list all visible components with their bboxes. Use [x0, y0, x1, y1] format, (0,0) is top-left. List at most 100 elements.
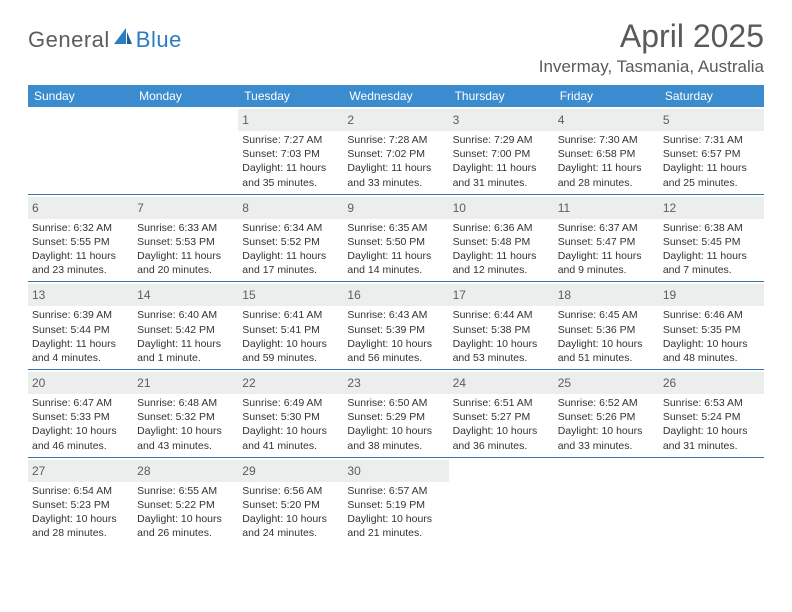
daylight-line: Daylight: 10 hours and 46 minutes.	[32, 424, 129, 452]
day-number-bar: 5	[659, 109, 764, 131]
calendar-day-cell: 13Sunrise: 6:39 AMSunset: 5:44 PMDayligh…	[28, 282, 133, 370]
daylight-line: Daylight: 11 hours and 7 minutes.	[663, 249, 760, 277]
day-number: 23	[347, 376, 360, 390]
sunset-line: Sunset: 5:38 PM	[453, 323, 550, 337]
daylight-line: Daylight: 10 hours and 33 minutes.	[558, 424, 655, 452]
sunrise-line: Sunrise: 6:45 AM	[558, 308, 655, 322]
sunrise-line: Sunrise: 6:51 AM	[453, 396, 550, 410]
sunrise-line: Sunrise: 6:55 AM	[137, 484, 234, 498]
sunset-line: Sunset: 5:29 PM	[347, 410, 444, 424]
daylight-line: Daylight: 11 hours and 25 minutes.	[663, 161, 760, 189]
daylight-line: Daylight: 10 hours and 38 minutes.	[347, 424, 444, 452]
sunrise-line: Sunrise: 6:47 AM	[32, 396, 129, 410]
day-number-bar: 6	[28, 197, 133, 219]
calendar-day-cell: 4Sunrise: 7:30 AMSunset: 6:58 PMDaylight…	[554, 107, 659, 195]
day-number: 14	[137, 288, 150, 302]
day-info: Sunrise: 6:35 AMSunset: 5:50 PMDaylight:…	[347, 221, 444, 278]
calendar-day-cell: 2Sunrise: 7:28 AMSunset: 7:02 PMDaylight…	[343, 107, 448, 195]
day-number-bar: 19	[659, 284, 764, 306]
calendar-day-cell: 30Sunrise: 6:57 AMSunset: 5:19 PMDayligh…	[343, 458, 448, 545]
day-number-bar: 4	[554, 109, 659, 131]
sunrise-line: Sunrise: 6:35 AM	[347, 221, 444, 235]
sunrise-line: Sunrise: 6:44 AM	[453, 308, 550, 322]
sunrise-line: Sunrise: 6:34 AM	[242, 221, 339, 235]
daylight-line: Daylight: 11 hours and 4 minutes.	[32, 337, 129, 365]
calendar-week-row: 6Sunrise: 6:32 AMSunset: 5:55 PMDaylight…	[28, 195, 764, 283]
daylight-line: Daylight: 11 hours and 28 minutes.	[558, 161, 655, 189]
day-info: Sunrise: 6:49 AMSunset: 5:30 PMDaylight:…	[242, 396, 339, 453]
sunrise-line: Sunrise: 6:39 AM	[32, 308, 129, 322]
header: General Blue April 2025 Invermay, Tasman…	[28, 18, 764, 77]
calendar-day-cell: 22 Sunrise: 6:49 AMSunset: 5:30 PMDayligh…	[238, 370, 343, 458]
day-number: 3	[453, 113, 460, 127]
day-number: 24	[453, 376, 466, 390]
day-info: Sunrise: 6:52 AMSunset: 5:26 PMDaylight:…	[558, 396, 655, 453]
daylight-line: Daylight: 11 hours and 31 minutes.	[453, 161, 550, 189]
calendar-day-cell: 18Sunrise: 6:45 AMSunset: 5:36 PMDayligh…	[554, 282, 659, 370]
weekday-header: Tuesday	[238, 85, 343, 107]
day-number: 1	[242, 113, 249, 127]
page-title: April 2025	[539, 18, 764, 55]
sunrise-line: Sunrise: 6:48 AM	[137, 396, 234, 410]
daylight-line: Daylight: 11 hours and 14 minutes.	[347, 249, 444, 277]
calendar-day-cell: 5Sunrise: 7:31 AMSunset: 6:57 PMDaylight…	[659, 107, 764, 195]
day-number: 30	[347, 464, 360, 478]
day-number-bar: 29	[238, 460, 343, 482]
sunrise-line: Sunrise: 6:52 AM	[558, 396, 655, 410]
sunrise-line: Sunrise: 6:46 AM	[663, 308, 760, 322]
daylight-line: Daylight: 10 hours and 48 minutes.	[663, 337, 760, 365]
sunset-line: Sunset: 5:53 PM	[137, 235, 234, 249]
sunrise-line: Sunrise: 6:41 AM	[242, 308, 339, 322]
daylight-line: Daylight: 10 hours and 21 minutes.	[347, 512, 444, 540]
day-info: Sunrise: 6:45 AMSunset: 5:36 PMDaylight:…	[558, 308, 655, 365]
sunrise-line: Sunrise: 7:28 AM	[347, 133, 444, 147]
day-number: 8	[242, 201, 249, 215]
day-number: 16	[347, 288, 360, 302]
day-number-bar: 30	[343, 460, 448, 482]
day-number-bar: 1	[238, 109, 343, 131]
sunrise-line: Sunrise: 6:50 AM	[347, 396, 444, 410]
day-info: Sunrise: 6:41 AMSunset: 5:41 PMDaylight:…	[242, 308, 339, 365]
sunset-line: Sunset: 5:47 PM	[558, 235, 655, 249]
sunset-line: Sunset: 5:36 PM	[558, 323, 655, 337]
day-number: 22	[242, 376, 255, 390]
calendar-day-cell: 25Sunrise: 6:52 AMSunset: 5:26 PMDayligh…	[554, 370, 659, 458]
calendar-day-cell: 17Sunrise: 6:44 AMSunset: 5:38 PMDayligh…	[449, 282, 554, 370]
day-number-bar: 18	[554, 284, 659, 306]
day-number-bar: 9	[343, 197, 448, 219]
day-number-bar: 15	[238, 284, 343, 306]
day-number: 29	[242, 464, 255, 478]
brand-logo: General Blue	[28, 26, 182, 53]
weekday-header: Sunday	[28, 85, 133, 107]
sunrise-line: Sunrise: 6:36 AM	[453, 221, 550, 235]
day-number: 17	[453, 288, 466, 302]
day-number-bar: 13	[28, 284, 133, 306]
daylight-line: Daylight: 11 hours and 35 minutes.	[242, 161, 339, 189]
day-info: Sunrise: 6:34 AMSunset: 5:52 PMDaylight:…	[242, 221, 339, 278]
calendar-day-cell: 6Sunrise: 6:32 AMSunset: 5:55 PMDaylight…	[28, 195, 133, 283]
day-number: 13	[32, 288, 45, 302]
sunrise-line: Sunrise: 7:30 AM	[558, 133, 655, 147]
day-info: Sunrise: 6:54 AMSunset: 5:23 PMDaylight:…	[32, 484, 129, 541]
sunset-line: Sunset: 7:03 PM	[242, 147, 339, 161]
day-number-bar: 16	[343, 284, 448, 306]
sunset-line: Sunset: 7:00 PM	[453, 147, 550, 161]
day-number: 20	[32, 376, 45, 390]
calendar-day-cell: 26Sunrise: 6:53 AMSunset: 5:24 PMDayligh…	[659, 370, 764, 458]
calendar-empty-cell	[133, 107, 238, 195]
day-number-bar: 17	[449, 284, 554, 306]
daylight-line: Daylight: 10 hours and 24 minutes.	[242, 512, 339, 540]
sunset-line: Sunset: 6:57 PM	[663, 147, 760, 161]
calendar-day-cell: 1Sunrise: 7:27 AMSunset: 7:03 PMDaylight…	[238, 107, 343, 195]
day-number-bar: 20	[28, 372, 133, 394]
calendar-empty-cell	[449, 458, 554, 545]
sunset-line: Sunset: 5:35 PM	[663, 323, 760, 337]
day-info: Sunrise: 6:40 AMSunset: 5:42 PMDaylight:…	[137, 308, 234, 365]
daylight-line: Daylight: 10 hours and 51 minutes.	[558, 337, 655, 365]
calendar-week-row: 27 Sunrise: 6:54 AMSunset: 5:23 PMDayligh…	[28, 458, 764, 545]
day-number: 27	[32, 464, 45, 478]
calendar-day-cell: 29Sunrise: 6:56 AMSunset: 5:20 PMDayligh…	[238, 458, 343, 545]
day-number-bar: 23	[343, 372, 448, 394]
calendar-day-cell: 14 Sunrise: 6:40 AMSunset: 5:42 PMDayligh…	[133, 282, 238, 370]
sunrise-line: Sunrise: 6:43 AM	[347, 308, 444, 322]
